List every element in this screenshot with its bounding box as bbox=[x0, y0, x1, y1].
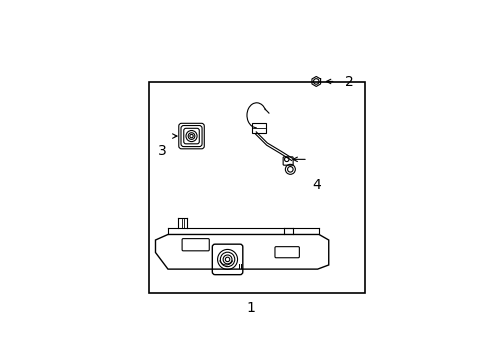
Bar bbox=[148, 82, 365, 293]
Text: 4: 4 bbox=[312, 177, 321, 192]
Text: 3: 3 bbox=[158, 144, 167, 158]
Text: 2: 2 bbox=[345, 75, 354, 89]
Text: 1: 1 bbox=[246, 301, 256, 315]
